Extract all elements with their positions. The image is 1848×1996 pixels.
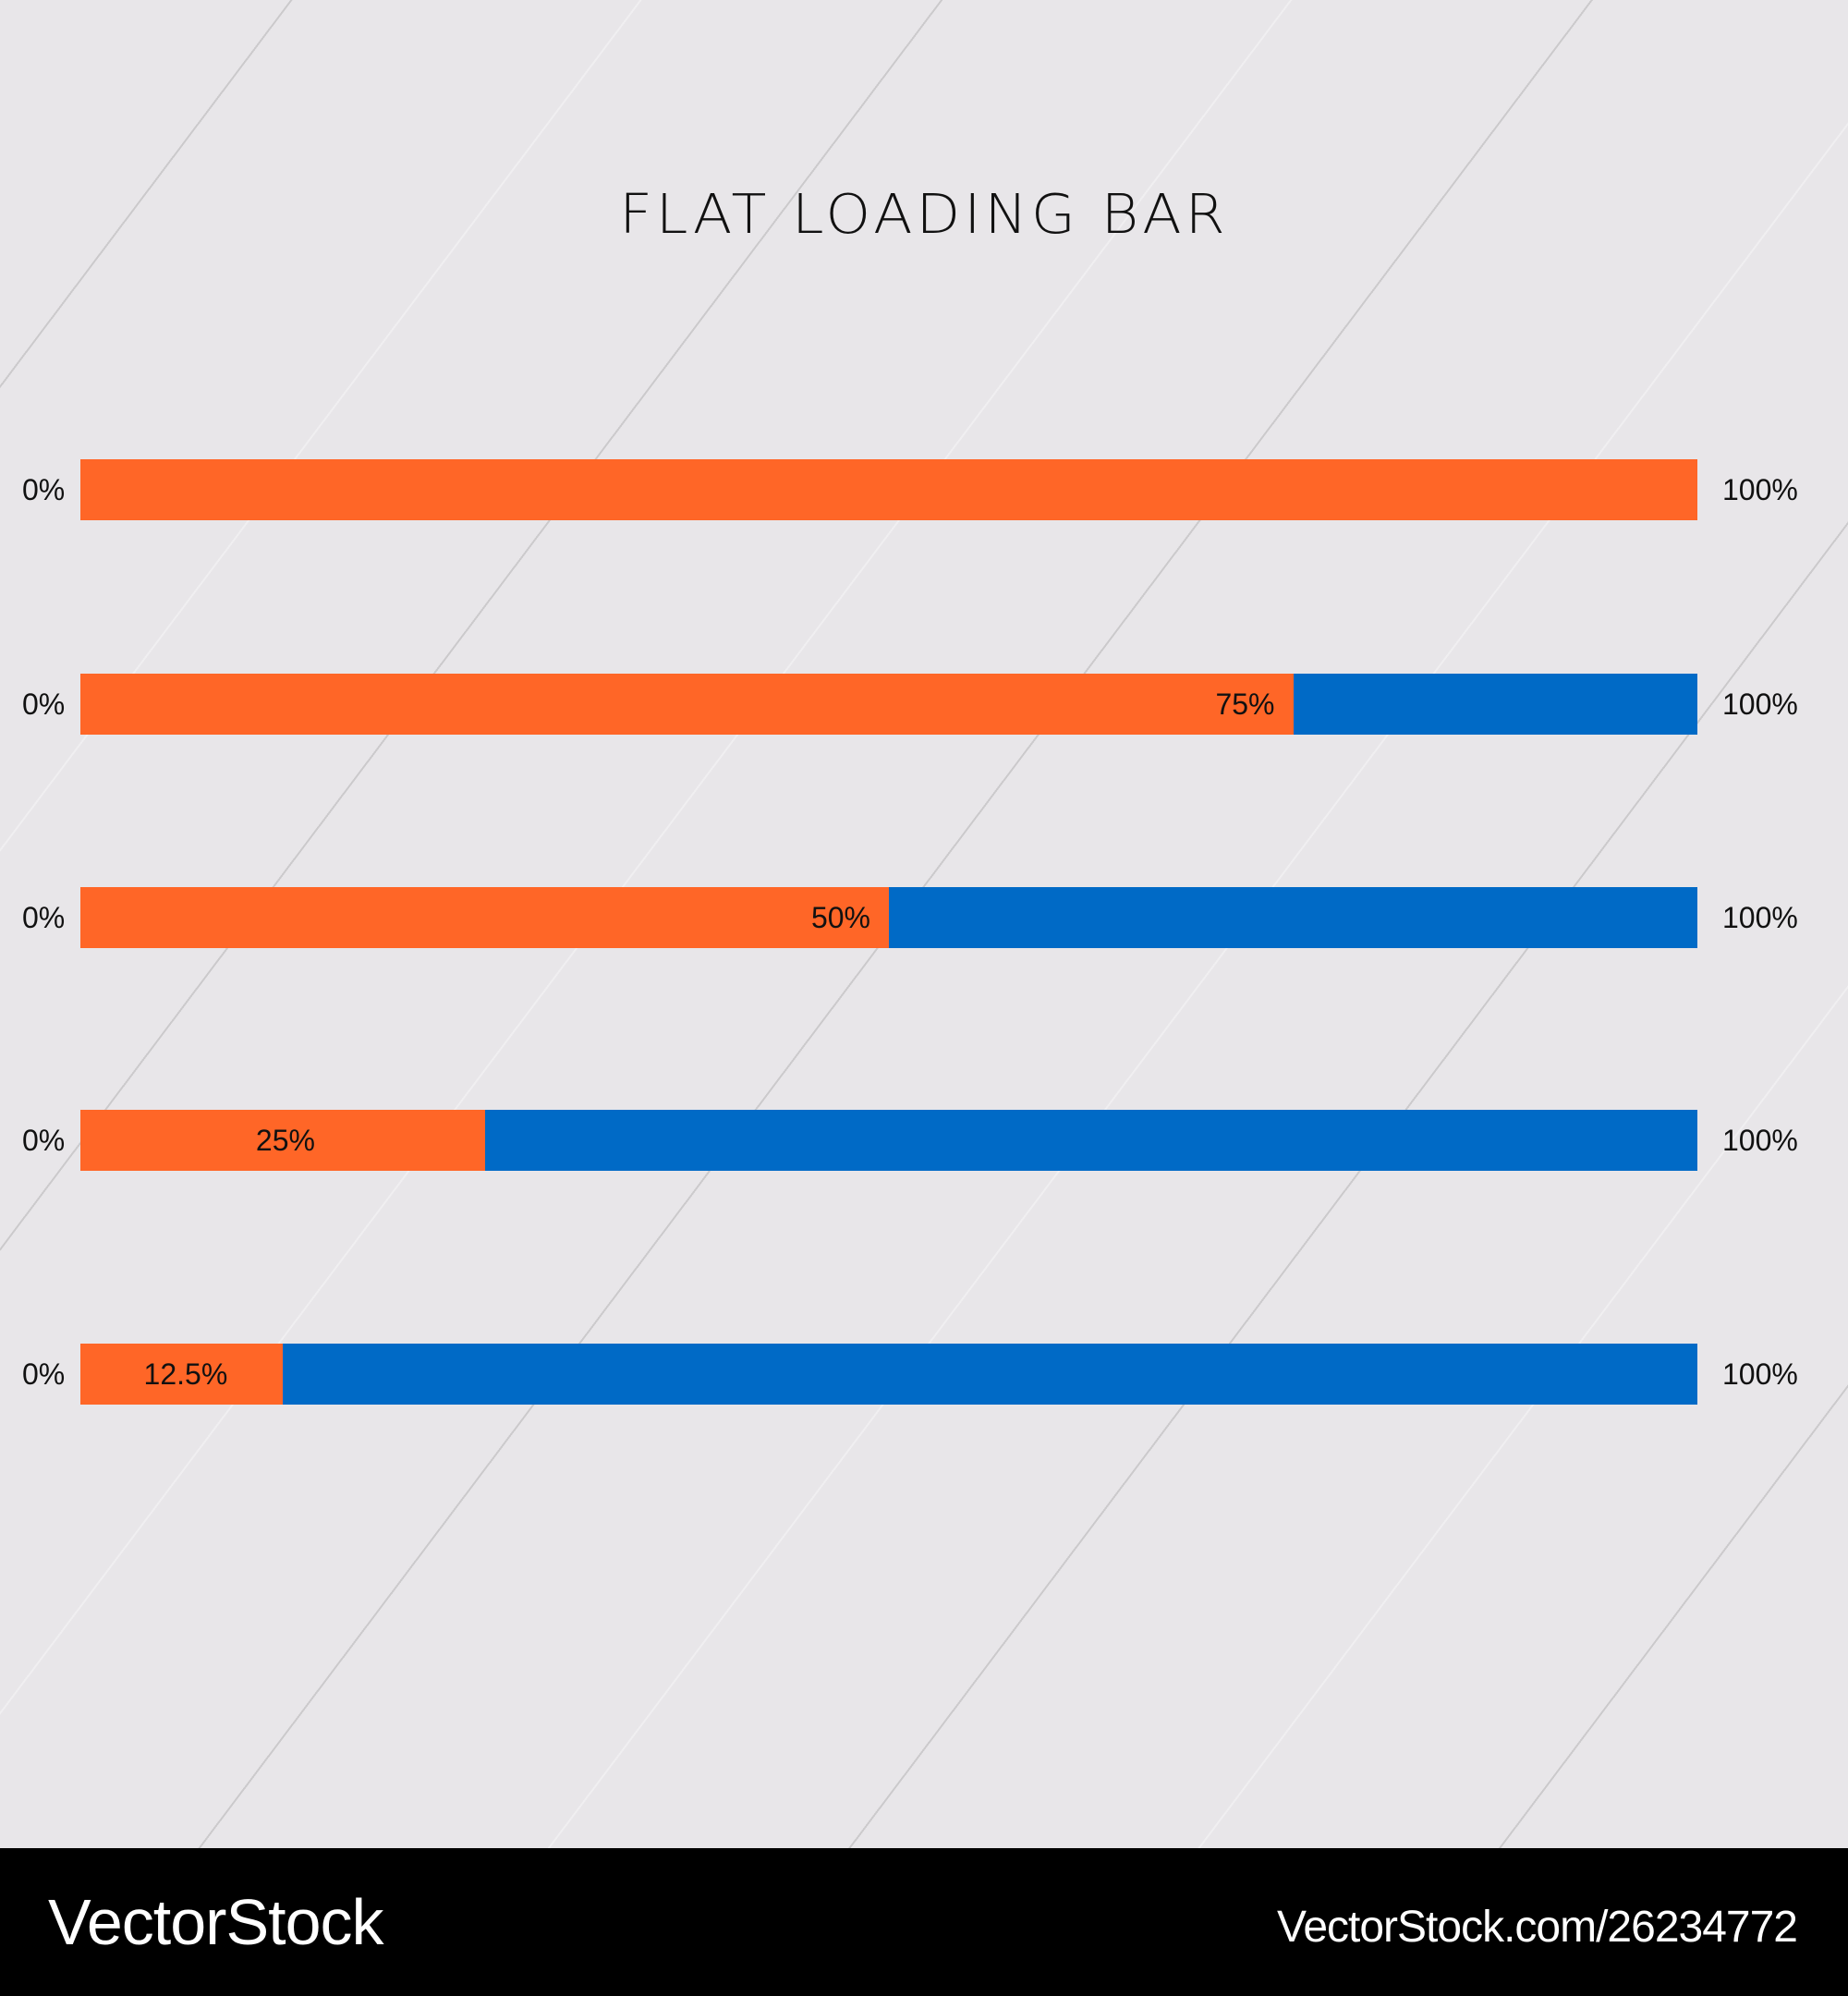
min-label: 0%: [22, 473, 66, 506]
progress-fill: [80, 1344, 283, 1405]
max-label: 100%: [1722, 473, 1798, 506]
min-label: 0%: [22, 901, 66, 934]
progress-value-label: 50%: [810, 901, 870, 934]
progress-value-label: 75%: [1215, 688, 1275, 721]
progress-fill: [80, 887, 889, 948]
progress-track: 12.5%: [80, 1344, 1697, 1405]
footer-brand: VectorStock: [48, 1886, 384, 1958]
loading-bar-row: 0% 100%: [0, 459, 1848, 520]
max-label: 100%: [1722, 1124, 1798, 1157]
progress-value-label: 25%: [255, 1124, 315, 1157]
progress-fill: [80, 459, 1697, 520]
loading-bar-row: 0% 25% 100%: [0, 1110, 1848, 1171]
progress-fill: [80, 674, 1294, 735]
progress-track: 50%: [80, 887, 1697, 948]
max-label: 100%: [1722, 1357, 1798, 1391]
progress-track: 25%: [80, 1110, 1697, 1171]
loading-bar-row: 0% 50% 100%: [0, 887, 1848, 948]
footer: VectorStock VectorStock.com/26234772: [0, 1848, 1848, 1996]
progress-value-label: 12.5%: [143, 1357, 228, 1391]
page-title: FLAT LOADING BAR: [619, 181, 1229, 247]
min-label: 0%: [22, 688, 66, 721]
max-label: 100%: [1722, 688, 1798, 721]
min-label: 0%: [22, 1357, 66, 1391]
loading-bar-row: 0% 75% 100%: [0, 674, 1848, 735]
progress-track: 75%: [80, 674, 1697, 735]
max-label: 100%: [1722, 901, 1798, 934]
progress-fill: [80, 1110, 485, 1171]
loading-bar-row: 0% 12.5% 100%: [0, 1344, 1848, 1405]
footer-url: VectorStock.com/26234772: [1276, 1903, 1798, 1952]
progress-track: [80, 459, 1697, 520]
min-label: 0%: [22, 1124, 66, 1157]
